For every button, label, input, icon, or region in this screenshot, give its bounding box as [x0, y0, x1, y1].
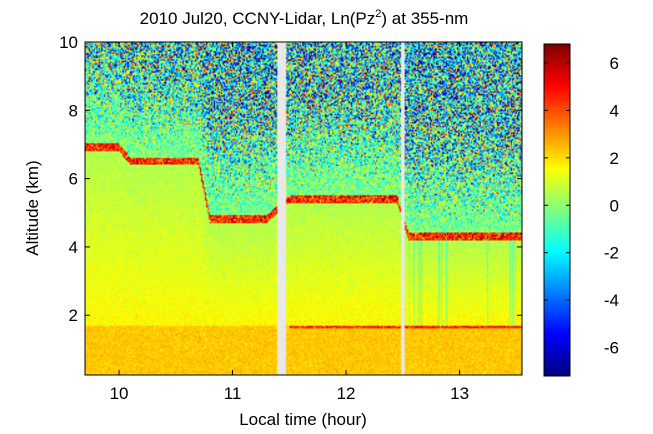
x-tick-label: 11	[224, 384, 242, 403]
y-axis: 2 4 6 8 10	[59, 33, 522, 325]
y-tick-label: 4	[69, 238, 78, 257]
y-tick-label: 2	[69, 306, 78, 325]
y-tick-label: 10	[59, 33, 78, 52]
plot-frame	[84, 41, 523, 376]
y-axis-label: Altitude (km)	[23, 160, 42, 255]
colorbar-tick-label: -6	[604, 339, 619, 358]
x-axis-label: Local time (hour)	[239, 410, 367, 429]
plot-area	[84, 41, 523, 376]
chart-title-prefix: 2010 Jul20, CCNY-Lidar, Ln(Pz	[140, 9, 376, 28]
colorbar-frame	[543, 43, 571, 377]
colorbar-tick-label: 2	[610, 149, 619, 168]
colorbar-tick-label: -4	[604, 291, 619, 310]
chart-title-suffix: ) at 355-nm	[381, 9, 468, 28]
x-tick-label: 12	[337, 384, 356, 403]
colorbar-tick-label: -2	[604, 244, 619, 263]
y-tick-label: 6	[69, 170, 78, 189]
x-tick-label: 13	[450, 384, 469, 403]
chart-title-superscript: 2	[375, 8, 381, 20]
colorbar: 6 4 2 0 -2 -4 -6	[543, 43, 619, 377]
x-tick-label: 10	[110, 384, 129, 403]
colorbar-tick-label: 6	[610, 54, 619, 73]
chart-title: 2010 Jul20, CCNY-Lidar, Ln(Pz2) at 355-n…	[140, 8, 469, 28]
x-axis: 10 11 12 13	[110, 42, 469, 403]
colorbar-gradient	[544, 44, 570, 376]
y-tick-label: 8	[69, 101, 78, 120]
colorbar-ticks: 6 4 2 0 -2 -4 -6	[544, 54, 619, 358]
colorbar-tick-label: 4	[610, 101, 619, 120]
heatmap-image	[85, 42, 522, 375]
colorbar-tick-label: 0	[610, 196, 619, 215]
